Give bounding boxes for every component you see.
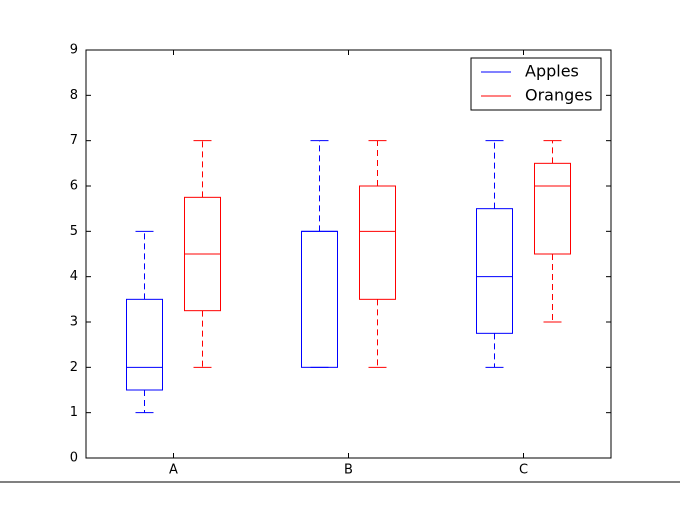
y-tick-label: 5 (70, 224, 78, 239)
box (534, 162, 571, 255)
y-tick-label: 8 (70, 88, 78, 103)
x-tick-label: C (519, 463, 528, 478)
legend-label: Oranges (525, 86, 592, 105)
y-tick-label: 7 (70, 133, 78, 148)
box (476, 208, 513, 334)
y-tick-label: 9 (70, 43, 78, 58)
y-tick-label: 1 (70, 405, 78, 420)
legend-label: Apples (525, 62, 579, 81)
y-tick-label: 4 (70, 269, 78, 284)
box (126, 298, 163, 391)
legend-frame (470, 57, 602, 111)
plot-frame (85, 49, 612, 459)
x-tick-label: A (169, 463, 178, 478)
y-tick-label: 3 (70, 315, 78, 330)
y-tick-label: 0 (70, 451, 78, 466)
y-tick-label: 6 (70, 179, 78, 194)
y-tick-label: 2 (70, 360, 78, 375)
x-tick-label: B (344, 463, 353, 478)
box (359, 185, 396, 300)
